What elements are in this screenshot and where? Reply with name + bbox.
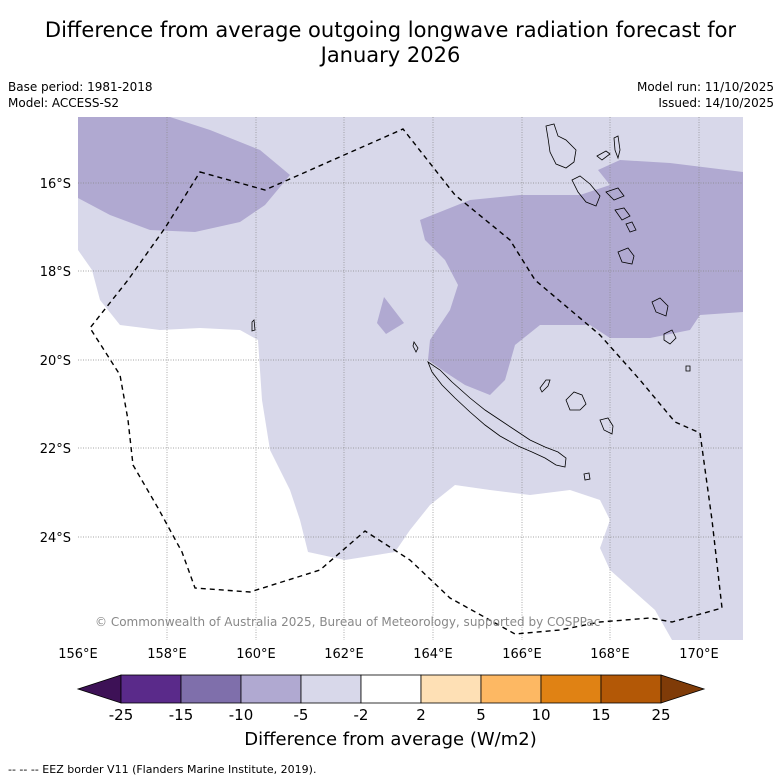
lon-label: 164°E <box>413 647 453 662</box>
model-name: Model: ACCESS-S2 <box>8 96 120 110</box>
lon-label: 160°E <box>236 647 276 662</box>
colorbar-swatch <box>480 674 542 704</box>
ambrym-island <box>605 187 625 201</box>
meta-right: Model run: 11/10/2025 Issued: 14/10/2025 <box>637 79 774 111</box>
map-title: Difference from average outgoing longwav… <box>0 18 781 68</box>
chesterfield-islet <box>251 319 256 332</box>
belep-island <box>412 341 419 353</box>
vanuatu-island-1 <box>596 150 611 161</box>
vanuatu-island-2 <box>613 135 621 160</box>
colorbar-tick-label: -15 <box>168 706 194 724</box>
colorbar-swatch <box>180 674 242 704</box>
mare-island <box>599 417 614 435</box>
colorbar-swatch <box>240 674 302 704</box>
anomaly-region-nw <box>78 117 290 232</box>
colorbar-tick-label: 2 <box>416 706 426 724</box>
colorbar-tick-label: -25 <box>108 706 134 724</box>
ouvea-island <box>539 379 551 393</box>
anomaly-region-small <box>377 297 404 334</box>
colorbar <box>76 674 706 704</box>
new-caledonia-island <box>427 360 567 468</box>
colorbar-swatch <box>600 674 662 704</box>
colorbar-tick-label: 10 <box>531 706 551 724</box>
lon-label: 168°E <box>590 647 630 662</box>
map-plot-area <box>78 117 743 640</box>
lon-label: 166°E <box>502 647 542 662</box>
colorbar-swatch <box>300 674 362 704</box>
eez-border <box>89 128 723 635</box>
colorbar-swatch <box>540 674 602 704</box>
espiritu-santo-island <box>545 123 577 169</box>
meta-left: Base period: 1981-2018 Model: ACCESS-S2 <box>8 79 153 111</box>
colorbar-extend-high <box>660 674 706 704</box>
erromango-island <box>617 247 635 265</box>
lat-label: 20°S <box>40 354 71 369</box>
title-line-2: January 2026 <box>320 43 461 67</box>
lifou-island <box>565 391 587 411</box>
issued-date: Issued: 14/10/2025 <box>658 96 774 110</box>
colorbar-extend-low <box>76 674 122 704</box>
colorbar-tick-label: 5 <box>476 706 486 724</box>
lat-label: 22°S <box>40 442 71 457</box>
lon-label: 156°E <box>58 647 98 662</box>
aneityum-island <box>663 329 677 345</box>
lon-label: 170°E <box>679 647 719 662</box>
colorbar-swatch <box>360 674 422 704</box>
anomaly-region-east <box>420 160 743 395</box>
hunter-island <box>685 365 691 372</box>
gridlines <box>78 117 743 640</box>
colorbar-tick-label: -5 <box>293 706 309 724</box>
lat-label: 24°S <box>40 531 71 546</box>
colorbar-tick-label: 25 <box>651 706 671 724</box>
colorbar-swatch <box>120 674 182 704</box>
efate-island <box>625 221 637 233</box>
colorbar-swatch <box>420 674 482 704</box>
lat-label: 18°S <box>40 265 71 280</box>
copyright-text: © Commonwealth of Australia 2025, Bureau… <box>95 615 600 629</box>
lat-label: 16°S <box>40 177 71 192</box>
eez-legend-note: -- -- -- EEZ border V11 (Flanders Marine… <box>8 763 317 776</box>
epi-island <box>614 207 631 221</box>
walpole-island <box>583 472 591 481</box>
colorbar-title: Difference from average (W/m2) <box>244 729 537 750</box>
malakula-island <box>571 175 601 207</box>
colorbar-tick-label: -10 <box>228 706 254 724</box>
title-line-1: Difference from average outgoing longwav… <box>44 18 737 42</box>
lon-label: 158°E <box>147 647 187 662</box>
base-period: Base period: 1981-2018 <box>8 80 153 94</box>
colorbar-tick-label: 15 <box>591 706 611 724</box>
lon-label: 162°E <box>324 647 364 662</box>
tanna-island <box>651 297 669 317</box>
model-run: Model run: 11/10/2025 <box>636 80 774 94</box>
colorbar-tick-label: -2 <box>353 706 369 724</box>
